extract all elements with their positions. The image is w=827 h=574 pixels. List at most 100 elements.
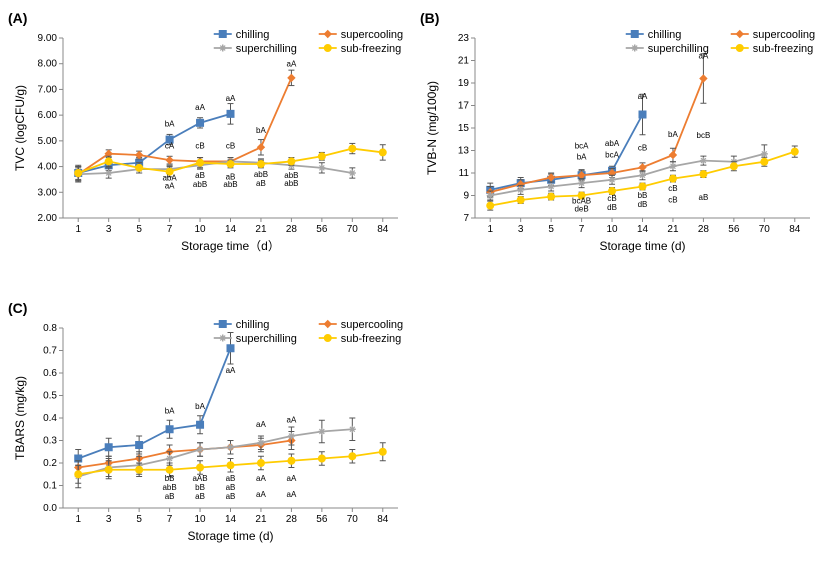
svg-text:3.00: 3.00	[38, 187, 58, 198]
svg-text:23: 23	[458, 33, 470, 44]
svg-text:56: 56	[316, 514, 328, 525]
legend-superchilling: superchilling	[648, 43, 709, 55]
svg-text:7: 7	[167, 514, 173, 525]
xlabel-B: Storage time (d)	[599, 239, 685, 253]
svg-text:aA: aA	[256, 490, 266, 499]
svg-text:aB: aB	[256, 179, 266, 188]
svg-text:cB: cB	[226, 142, 235, 151]
svg-text:7: 7	[463, 213, 469, 224]
svg-text:8.00: 8.00	[38, 59, 58, 70]
svg-text:3: 3	[106, 224, 112, 235]
svg-text:21: 21	[255, 514, 267, 525]
svg-text:bcB: bcB	[697, 131, 711, 140]
ylabel-A: TVC (logCFU/g)	[13, 85, 27, 171]
svg-text:aA: aA	[287, 59, 297, 68]
svg-text:aB: aB	[165, 492, 175, 501]
svg-text:aA: aA	[287, 490, 297, 499]
svg-text:aA: aA	[638, 92, 648, 101]
svg-text:cB: cB	[607, 194, 616, 203]
ylabel-C: TBARS (mg/kg)	[13, 376, 27, 460]
svg-text:aB: aB	[226, 483, 236, 492]
svg-text:dB: dB	[607, 203, 617, 212]
svg-text:cA: cA	[165, 142, 175, 151]
svg-text:abB: abB	[284, 179, 298, 188]
chart-B: 7911131517192123135710142128567084TVB-N …	[420, 10, 820, 260]
svg-text:14: 14	[225, 514, 237, 525]
svg-text:aA: aA	[165, 181, 175, 190]
svg-text:aB: aB	[699, 193, 709, 202]
svg-text:0.3: 0.3	[43, 436, 57, 447]
legend-superchilling: superchilling	[236, 43, 297, 55]
svg-text:6.00: 6.00	[38, 110, 58, 121]
svg-text:4.00: 4.00	[38, 162, 58, 173]
legend-subfreezing: sub-freezing	[753, 43, 814, 55]
svg-text:aA: aA	[287, 474, 297, 483]
svg-text:aB: aB	[195, 492, 205, 501]
ylabel-B: TVB-N (mg/100g)	[425, 81, 439, 175]
legend-supercooling: supercooling	[341, 29, 403, 41]
svg-text:0.7: 0.7	[43, 346, 57, 357]
svg-text:5: 5	[548, 224, 554, 235]
svg-text:0.2: 0.2	[43, 458, 57, 469]
svg-text:14: 14	[225, 224, 237, 235]
svg-text:13: 13	[458, 146, 470, 157]
svg-text:cB: cB	[638, 144, 647, 153]
svg-text:19: 19	[458, 78, 470, 89]
svg-text:28: 28	[286, 514, 298, 525]
svg-text:aB: aB	[226, 492, 236, 501]
panel-A: (A)2.003.004.005.006.007.008.009.0013571…	[8, 10, 408, 260]
panel-B: (B)7911131517192123135710142128567084TVB…	[420, 10, 820, 260]
legend-superchilling: superchilling	[236, 333, 297, 345]
svg-text:17: 17	[458, 101, 470, 112]
chart-C: 0.00.10.20.30.40.50.60.70.81357101421285…	[8, 300, 408, 550]
svg-text:5: 5	[136, 514, 142, 525]
svg-text:bB: bB	[195, 483, 205, 492]
legend-supercooling: supercooling	[341, 319, 403, 331]
svg-text:aB: aB	[195, 171, 205, 180]
svg-text:56: 56	[316, 224, 328, 235]
panel-C: (C)0.00.10.20.30.40.50.60.70.81357101421…	[8, 300, 408, 550]
svg-text:1: 1	[487, 224, 493, 235]
svg-text:bcA: bcA	[575, 141, 589, 150]
svg-text:aA: aA	[256, 420, 266, 429]
svg-text:3: 3	[518, 224, 524, 235]
svg-text:7: 7	[579, 224, 585, 235]
legend-chilling: chilling	[236, 29, 270, 41]
svg-text:deB: deB	[574, 204, 588, 213]
svg-text:0.6: 0.6	[43, 368, 57, 379]
svg-text:bB: bB	[638, 191, 648, 200]
svg-text:7: 7	[167, 224, 173, 235]
svg-text:bA: bA	[577, 153, 587, 162]
svg-text:aA: aA	[256, 474, 266, 483]
svg-text:0.5: 0.5	[43, 391, 57, 402]
legend-chilling: chilling	[236, 319, 270, 331]
panel-label-B: (B)	[420, 10, 439, 26]
svg-text:aA: aA	[226, 366, 236, 375]
svg-text:70: 70	[347, 224, 359, 235]
svg-text:aB: aB	[226, 474, 236, 483]
svg-text:abB: abB	[193, 180, 207, 189]
svg-text:0.8: 0.8	[43, 323, 57, 334]
svg-text:bA: bA	[256, 126, 266, 135]
legend-subfreezing: sub-freezing	[341, 43, 402, 55]
svg-text:70: 70	[759, 224, 771, 235]
svg-text:5: 5	[136, 224, 142, 235]
svg-text:21: 21	[458, 56, 470, 67]
svg-text:bA: bA	[165, 407, 175, 416]
svg-text:10: 10	[606, 224, 618, 235]
svg-text:5.00: 5.00	[38, 136, 58, 147]
xlabel-A: Storage time（d）	[181, 239, 280, 253]
svg-text:84: 84	[789, 224, 801, 235]
svg-text:15: 15	[458, 123, 470, 134]
svg-text:10: 10	[194, 224, 206, 235]
svg-text:11: 11	[459, 168, 470, 179]
svg-text:14: 14	[637, 224, 649, 235]
svg-text:56: 56	[728, 224, 740, 235]
legend-subfreezing: sub-freezing	[341, 333, 402, 345]
svg-text:dB: dB	[638, 200, 648, 209]
svg-text:0.0: 0.0	[43, 503, 57, 514]
svg-text:abB: abB	[162, 483, 176, 492]
svg-text:2.00: 2.00	[38, 213, 58, 224]
svg-text:1: 1	[75, 514, 81, 525]
svg-text:84: 84	[377, 224, 389, 235]
